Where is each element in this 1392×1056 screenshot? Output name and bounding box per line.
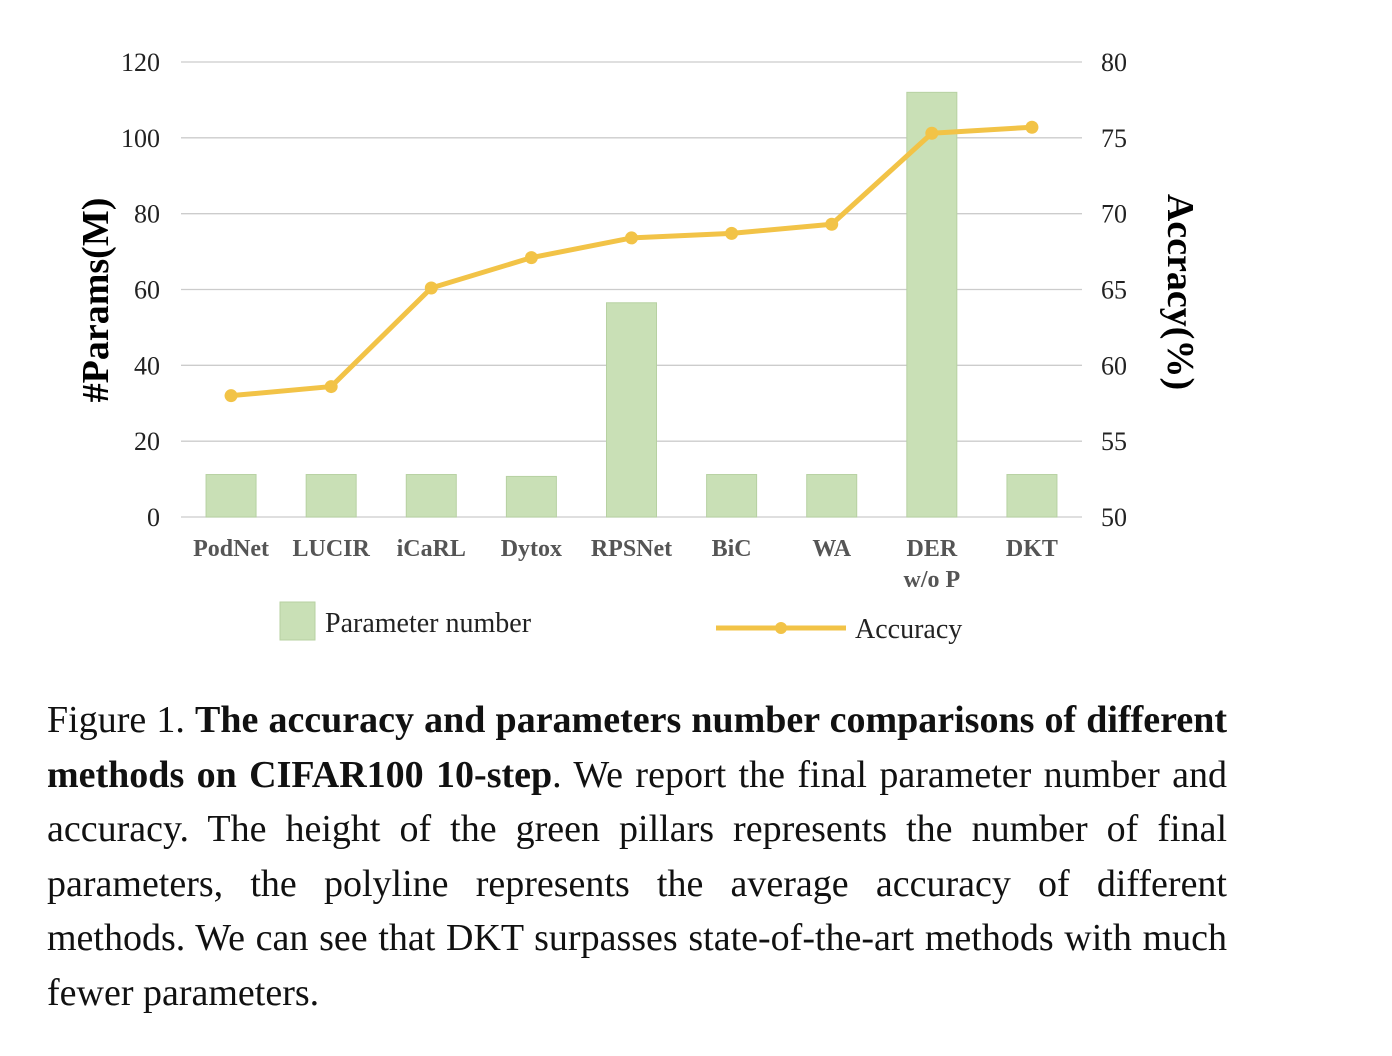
caption-bold-text: The accuracy and parameters number compa… xyxy=(47,699,1227,796)
figure-caption: Figure 1. The accuracy and parameters nu… xyxy=(47,693,1227,1020)
bar xyxy=(706,474,758,518)
y-tick-right: 75 xyxy=(1101,124,1127,153)
bar-series xyxy=(205,91,1058,518)
line-point xyxy=(825,217,839,231)
bar xyxy=(205,474,257,518)
y-axis-right-title: Accracy(%) xyxy=(1159,194,1201,390)
line-point xyxy=(424,281,438,295)
y-tick-right: 55 xyxy=(1101,427,1127,456)
y-tick-left: 40 xyxy=(134,351,160,380)
bar xyxy=(305,474,357,518)
x-tick-label: WA xyxy=(812,536,851,562)
legend: Parameter number Accuracy xyxy=(279,601,962,645)
x-tick-label: iCaRL xyxy=(397,536,466,562)
line-point xyxy=(725,226,739,240)
y-tick-left: 20 xyxy=(134,427,160,456)
legend-line-label: Accuracy xyxy=(855,614,962,645)
y-tick-right: 70 xyxy=(1101,200,1127,229)
x-tick-label: DER w/o P xyxy=(903,536,960,593)
x-axis-categories: PodNet LUCIR iCaRL Dytox RPSNet BiC WA DER w/o P… xyxy=(193,536,1058,593)
x-tick-label: Dytox xyxy=(501,536,562,562)
line-point xyxy=(224,389,238,403)
bar xyxy=(505,475,557,518)
y-axis-right-ticks: 50 55 60 65 70 75 80 xyxy=(1101,48,1127,532)
legend-bar-label: Parameter number xyxy=(325,608,532,639)
y-tick-left: 80 xyxy=(134,200,160,229)
line-point xyxy=(1025,120,1039,134)
y-tick-right: 65 xyxy=(1101,276,1127,305)
caption-body-text: . We report the final parameter number a… xyxy=(47,753,1227,1014)
bar xyxy=(606,302,657,518)
line-point xyxy=(524,251,538,265)
line-series xyxy=(224,120,1039,403)
y-tick-left: 120 xyxy=(121,48,160,77)
chart: 0 20 40 60 80 100 120 50 55 60 65 70 75 80 PodNet LUC… xyxy=(75,48,1201,645)
x-tick-label: RPSNet xyxy=(591,536,672,562)
line-point xyxy=(625,231,638,245)
bar xyxy=(1006,474,1058,518)
y-tick-right: 50 xyxy=(1101,503,1127,532)
y-tick-right: 60 xyxy=(1101,351,1127,380)
caption-label: Figure 1. xyxy=(47,699,185,741)
y-tick-left: 60 xyxy=(134,276,160,305)
legend-line-marker xyxy=(775,622,787,634)
y-tick-right: 80 xyxy=(1101,48,1127,77)
bar xyxy=(806,474,858,518)
x-tick-label: BiC xyxy=(712,536,752,562)
x-tick-label: DKT xyxy=(1006,536,1058,562)
y-axis-left-ticks: 0 20 40 60 80 100 120 xyxy=(121,48,160,532)
x-tick-label: PodNet xyxy=(193,536,269,562)
x-tick-label: LUCIR xyxy=(292,536,370,562)
line-point xyxy=(324,380,338,394)
bar xyxy=(906,91,958,518)
y-tick-left: 100 xyxy=(121,124,160,153)
bar xyxy=(405,474,457,518)
legend-bar-swatch xyxy=(279,601,316,641)
y-axis-left-title: #Params(M) xyxy=(75,198,117,403)
line-point xyxy=(925,126,939,140)
y-tick-left: 0 xyxy=(147,503,160,532)
